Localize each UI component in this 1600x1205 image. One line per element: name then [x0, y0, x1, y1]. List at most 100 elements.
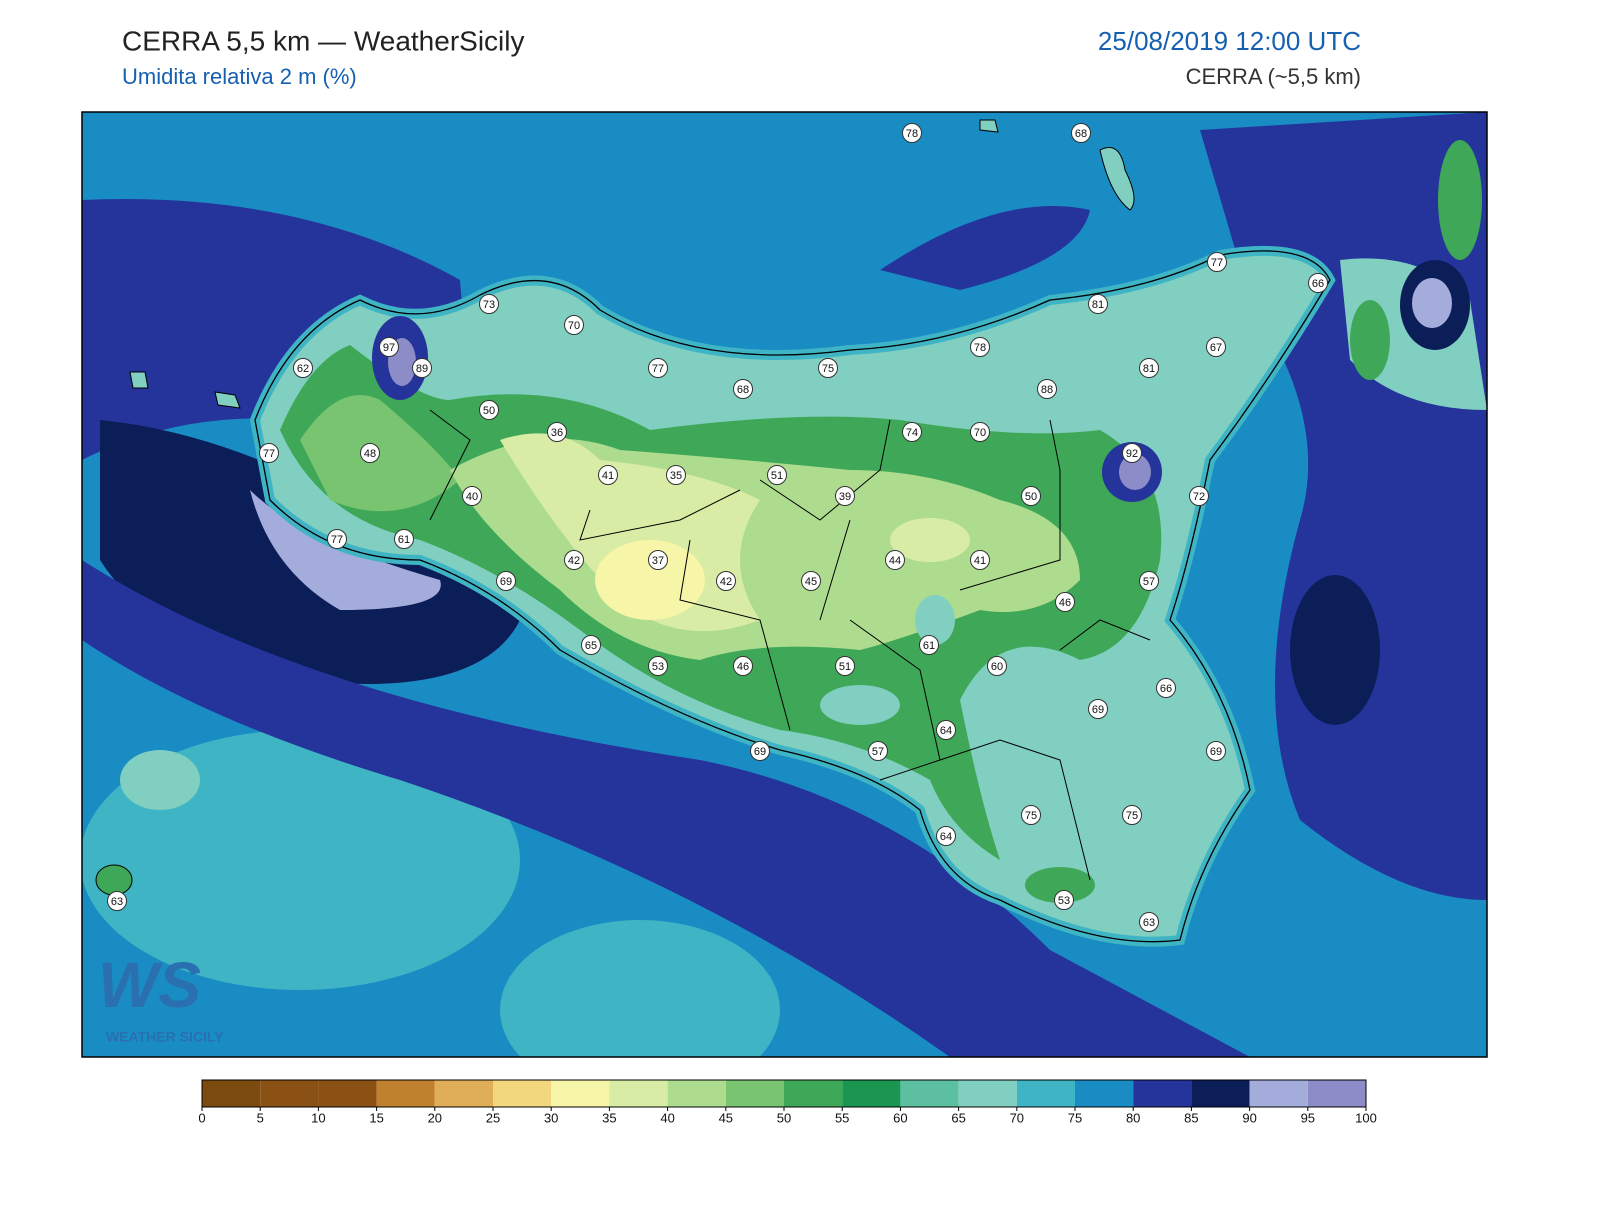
station-value: 75 [1025, 810, 1037, 822]
station-marker [750, 741, 770, 761]
logo: WS WEATHER SICILY [98, 949, 224, 1045]
station-value: 46 [1059, 597, 1071, 609]
station-marker [936, 826, 956, 846]
station-marker [598, 465, 618, 485]
station-marker [379, 337, 399, 357]
station-value: 65 [585, 640, 597, 652]
station-marker [293, 358, 313, 378]
station-marker [919, 635, 939, 655]
colorbar-bin [725, 1080, 784, 1107]
station-value: 77 [263, 448, 275, 460]
station-value: 63 [111, 896, 123, 908]
station-marker [1021, 805, 1041, 825]
station-value: 68 [737, 384, 749, 396]
colorbar-bin [842, 1080, 901, 1107]
colorbar-tick-label: 70 [1010, 1110, 1024, 1125]
station-marker [479, 400, 499, 420]
station-value: 61 [398, 534, 410, 546]
station-marker [496, 571, 516, 591]
stations: 78 68 77 66 73 70 81 67 97 89 62 77 75 78 81 68 88 50 36 74… [107, 123, 1328, 932]
colorbar-bin [1133, 1080, 1192, 1107]
station-marker [987, 656, 1007, 676]
colorbar-tick-label: 65 [951, 1110, 965, 1125]
colorbar-tick-label: 10 [311, 1110, 325, 1125]
station-value: 45 [805, 576, 817, 588]
station-value: 69 [1210, 746, 1222, 758]
station-marker [902, 422, 922, 442]
station-value: 88 [1041, 384, 1053, 396]
station-marker [936, 720, 956, 740]
colorbar-bin [900, 1080, 959, 1107]
station-value: 41 [974, 555, 986, 567]
colorbar-tick-label: 30 [544, 1110, 558, 1125]
station-marker [1071, 123, 1091, 143]
station-marker [327, 529, 347, 549]
station-marker [479, 294, 499, 314]
colorbar-bin [376, 1080, 435, 1107]
station-marker [902, 123, 922, 143]
colorbar-tick-label: 75 [1068, 1110, 1082, 1125]
station-marker [1054, 890, 1074, 910]
station-marker [716, 571, 736, 591]
station-marker [1122, 443, 1142, 463]
colorbar-tick-label: 100 [1355, 1110, 1377, 1125]
date: 25/08/2019 12:00 UTC [1098, 26, 1361, 56]
station-value: 70 [974, 427, 986, 439]
colorbar-bin [318, 1080, 377, 1107]
station-marker [1088, 699, 1108, 719]
station-value: 36 [551, 427, 563, 439]
colorbar-tick-label: 45 [719, 1110, 733, 1125]
station-value: 78 [974, 342, 986, 354]
station-marker [1139, 571, 1159, 591]
colorbar-tick-label: 80 [1126, 1110, 1140, 1125]
station-value: 77 [652, 363, 664, 375]
station-value: 77 [1211, 257, 1223, 269]
station-value: 64 [940, 831, 952, 843]
station-value: 42 [568, 555, 580, 567]
station-value: 70 [568, 320, 580, 332]
colorbar-bin [1075, 1080, 1134, 1107]
station-value: 62 [297, 363, 309, 375]
station-value: 50 [1025, 491, 1037, 503]
colorbar-bin [260, 1080, 319, 1107]
station-value: 69 [754, 746, 766, 758]
station-marker [648, 656, 668, 676]
station-marker [1037, 379, 1057, 399]
colorbar-bin [609, 1080, 668, 1107]
station-marker [564, 550, 584, 570]
colorbar-bin [784, 1080, 843, 1107]
station-marker [818, 358, 838, 378]
station-marker [733, 656, 753, 676]
colorbar-tick-label: 50 [777, 1110, 791, 1125]
station-marker [1021, 486, 1041, 506]
station-value: 73 [483, 299, 495, 311]
station-marker [1122, 805, 1142, 825]
station-value: 37 [652, 555, 664, 567]
station-marker [462, 486, 482, 506]
station-marker [1206, 741, 1226, 761]
colorbar-tick-label: 40 [660, 1110, 674, 1125]
logo-mark: WS [98, 949, 201, 1021]
station-marker [733, 379, 753, 399]
title: CERRA 5,5 km — WeatherSicily [122, 25, 525, 56]
station-value: 64 [940, 725, 952, 737]
station-marker [107, 891, 127, 911]
colorbar-bin [493, 1080, 552, 1107]
station-marker [259, 443, 279, 463]
colorbar-tick-label: 20 [428, 1110, 442, 1125]
colorbar-bin [1191, 1080, 1250, 1107]
station-marker [1139, 358, 1159, 378]
station-marker [885, 550, 905, 570]
station-value: 40 [466, 491, 478, 503]
station-value: 63 [1143, 917, 1155, 929]
station-marker [394, 529, 414, 549]
colorbar-tick-label: 0 [198, 1110, 205, 1125]
map-frame [81, 111, 1488, 1058]
colorbar-bin [1016, 1080, 1075, 1107]
source: CERRA (~5,5 km) [1186, 64, 1361, 89]
station-marker [412, 358, 432, 378]
station-marker [1156, 678, 1176, 698]
station-marker [970, 337, 990, 357]
station-value: 53 [1058, 895, 1070, 907]
